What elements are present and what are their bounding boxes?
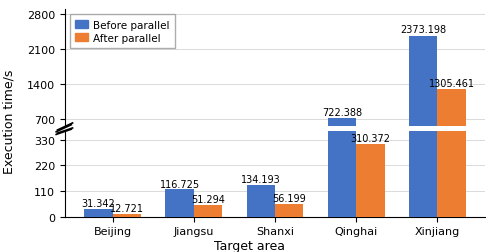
Bar: [409, 0, 438, 217]
Bar: [328, 119, 356, 155]
Bar: [328, 49, 356, 217]
Bar: [409, 36, 438, 155]
Bar: [275, 152, 304, 155]
Text: 722.388: 722.388: [322, 107, 362, 117]
Text: Execution time/s: Execution time/s: [2, 69, 16, 173]
Bar: [84, 153, 112, 155]
Text: Target area: Target area: [214, 239, 286, 252]
Bar: [166, 149, 194, 155]
Text: 2373.198: 2373.198: [400, 25, 446, 35]
Bar: [112, 154, 141, 155]
Bar: [275, 204, 304, 217]
Text: 31.342: 31.342: [82, 199, 115, 209]
Text: 12.721: 12.721: [110, 203, 144, 213]
Bar: [194, 205, 222, 217]
Bar: [356, 139, 384, 155]
Bar: [246, 148, 275, 155]
Bar: [356, 145, 384, 217]
Text: 116.725: 116.725: [160, 179, 200, 189]
Text: 1305.461: 1305.461: [428, 78, 474, 88]
Bar: [438, 0, 466, 217]
Bar: [246, 186, 275, 217]
Bar: [438, 90, 466, 155]
Text: 56.199: 56.199: [272, 193, 306, 203]
Bar: [112, 214, 141, 217]
Text: 310.372: 310.372: [350, 134, 391, 144]
Text: 51.294: 51.294: [191, 194, 225, 204]
Bar: [194, 152, 222, 155]
Text: 134.193: 134.193: [241, 175, 281, 185]
Bar: [166, 190, 194, 217]
Legend: Before parallel, After parallel: Before parallel, After parallel: [70, 15, 175, 49]
Bar: [84, 209, 112, 217]
